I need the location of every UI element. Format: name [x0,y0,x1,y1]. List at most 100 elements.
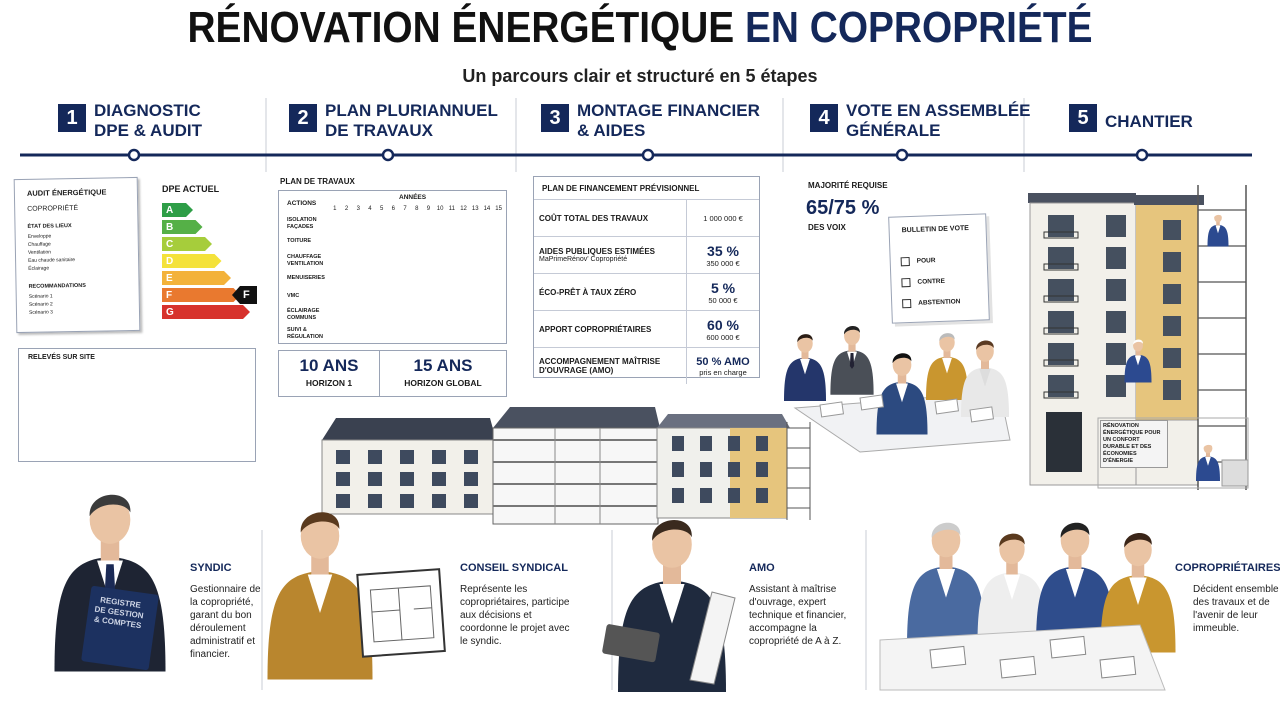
option-label: CONTRE [917,277,946,286]
person [1124,339,1152,383]
torso [1036,566,1114,647]
door [1046,412,1082,472]
divider [379,351,380,396]
years-header: ANNÉES [399,194,427,201]
head [1203,443,1213,454]
window [672,488,684,503]
ballot-option: POUR [900,249,959,272]
shirt [979,369,991,387]
state-list: Enveloppe Chauffage Ventilation Eau chaude … [28,232,76,273]
step-title: MONTAGE FINANCIER [577,101,760,120]
plan-board [356,568,446,658]
window [1163,220,1181,240]
title-part: EN COPROPRIÉTÉ [745,2,1092,52]
hair [939,333,955,342]
head [999,534,1025,565]
ballot-options: POUR CONTRE ABSTENTION [900,249,961,314]
paper [969,406,995,423]
shirt [659,584,685,624]
shirt [896,383,908,403]
financing-row: COÛT TOTAL DES TRAVAUX 1 000 000 € [534,199,759,237]
paper [934,398,960,415]
step-number: 5 [1069,104,1097,132]
hair [1124,533,1152,548]
window [672,436,684,451]
financing-row: ÉCO-PRÊT À TAUX ZÉRO 5 % 50 000 € [534,273,759,311]
hair [844,326,860,335]
majority-value: 65/75 % [806,197,880,219]
window [336,472,350,486]
head [89,495,131,544]
dpe-letter: F [166,290,173,301]
year-label: 5 [379,206,384,212]
dpe-letter: D [166,256,174,267]
binder [81,586,159,670]
horizon-label: HORIZON GLOBAL [404,378,482,388]
action-label-line: CHAUFFAGE [287,253,322,260]
head [931,523,961,558]
dpe-bar [162,288,241,302]
window [1048,343,1074,365]
window [400,472,414,486]
gantt-table: ACTIONS ANNÉES 1 2 3 4 5 6 7 8 9 10 11 12 13 14 15 ISOL… [278,190,507,344]
plan-drawing [369,585,435,643]
tie [849,353,855,369]
dpe-bar [162,254,222,268]
balcony [1043,391,1079,399]
year-label: 10 [436,206,444,212]
shirt [1134,355,1142,366]
step-title: PLAN PLURIANNUEL [325,101,498,120]
paper [819,401,845,418]
hair [999,533,1025,547]
hair [1214,213,1222,218]
state-item: Éclairage [28,265,50,272]
hair [931,522,961,538]
financing-value: 50 % AMO pris en charge [686,347,759,384]
person [977,533,1047,644]
year-label: 8 [415,206,419,212]
shirt [307,574,333,613]
financing-value: 1 000 000 € [686,199,759,237]
person [926,333,968,400]
neck [1068,553,1082,569]
step-number: 3 [541,104,569,132]
shirt [1205,457,1211,466]
financing-share: 50 % AMO [696,355,750,368]
person [1196,442,1220,481]
dpe-letter: A [166,205,174,216]
action-label: CHAUFFAGE VENTILATION [287,254,323,268]
financing-label-text: ÉCO-PRÊT À TAUX ZÉRO [539,287,637,297]
year-label: 11 [448,206,455,212]
financing-rows: COÛT TOTAL DES TRAVAUX 1 000 000 € AIDES P… [534,199,759,384]
dpe-bar [162,220,203,234]
shirt [942,358,952,374]
neck [311,553,329,575]
window [1106,247,1126,269]
plan-title: PLAN DE TRAVAUX [280,177,355,186]
year-label: 6 [391,206,396,212]
dpe-letter: B [166,222,174,233]
financing-row: ACCOMPAGNEMENT MAÎTRISE D'OUVRAGE (AMO) 5… [534,347,759,384]
torso [1124,354,1152,383]
head [300,513,340,559]
torso [1196,456,1220,481]
title-part: RÉNOVATION ÉNERGÉTIQUE [188,2,735,52]
window [1048,215,1074,237]
year-label: 2 [344,206,349,212]
ballot: BULLETIN DE VOTE POUR CONTRE ABSTENTION [888,213,990,324]
ballot-title: BULLETIN DE VOTE [901,224,970,235]
works-sign: RÉNOVATION ÉNERGÉTIQUE POUR UN CONFORT D… [1100,420,1168,468]
neck [1216,221,1220,226]
dpe-title: DPE ACTUEL [162,184,220,194]
person [1036,522,1114,647]
dpe-bar [162,203,193,217]
step-number: 1 [58,104,86,132]
timeline-dot [127,148,141,162]
rolled-plans [689,591,736,685]
neck [943,349,951,358]
action-label-line: FAÇADES [287,224,314,230]
role-title: COPROPRIÉTAIRES [1175,562,1280,574]
dpe-letter: C [166,239,174,250]
window [672,462,684,477]
neck [1006,560,1018,575]
